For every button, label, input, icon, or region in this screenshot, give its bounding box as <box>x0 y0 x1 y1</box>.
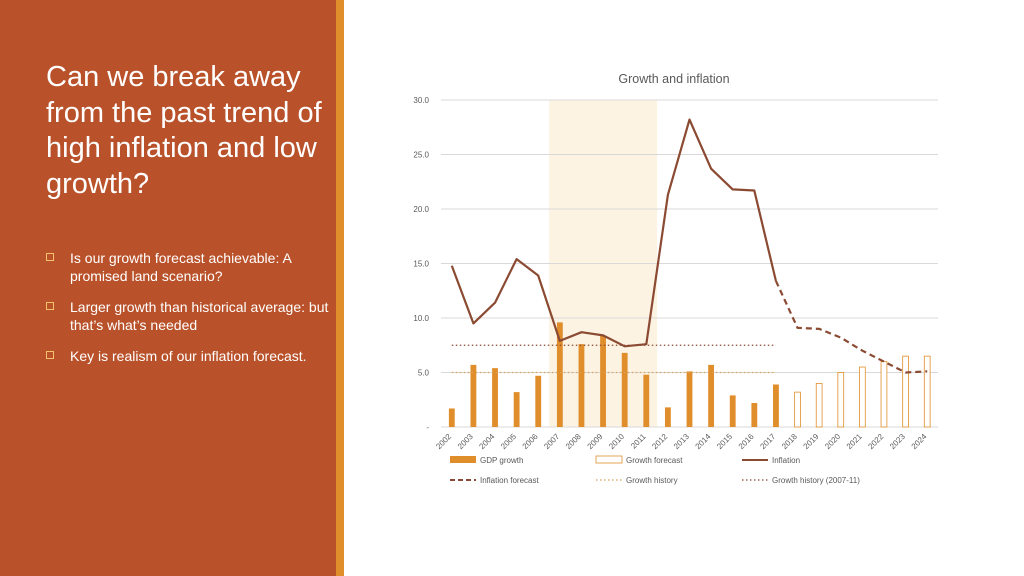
gdp-growth-bar <box>556 322 563 427</box>
y-tick-label: 15.0 <box>413 260 429 269</box>
growth-forecast-bar <box>837 372 845 428</box>
growth-forecast-bar <box>923 355 931 428</box>
legend-swatch-gdp-growth <box>450 456 476 463</box>
x-tick-label: 2020 <box>823 432 842 451</box>
x-tick-label: 2004 <box>477 432 496 451</box>
x-tick-label: 2012 <box>650 432 669 451</box>
y-tick-label: 5.0 <box>418 369 430 378</box>
growth-forecast-bar <box>880 361 888 428</box>
gdp-growth-bar <box>621 352 628 427</box>
y-tick-label: 20.0 <box>413 205 429 214</box>
y-tick-label: 25.0 <box>413 151 429 160</box>
x-tick-label: 2018 <box>780 432 799 451</box>
growth-forecast-bar <box>902 355 909 428</box>
gdp-growth-bar <box>751 403 758 427</box>
legend-label: Growth forecast <box>626 456 683 465</box>
gdp-growth-bar <box>492 368 498 427</box>
x-tick-label: 2009 <box>586 432 605 451</box>
gdp-growth-bar <box>535 375 542 427</box>
growth-forecast-bar <box>859 366 866 428</box>
x-tick-label: 2002 <box>434 432 453 451</box>
bullet-list: Is our growth forecast achievable: A pro… <box>46 250 336 380</box>
square-bullet-icon <box>46 253 54 261</box>
y-tick-label: 30.0 <box>413 96 429 105</box>
x-tick-label: 2019 <box>802 432 821 451</box>
bullet-text: Is our growth forecast achievable: A pro… <box>70 250 292 284</box>
bullet-item: Larger growth than historical average: b… <box>46 299 336 334</box>
gdp-growth-bar <box>686 371 693 427</box>
square-bullet-icon <box>46 302 54 310</box>
bullet-item: Is our growth forecast achievable: A pro… <box>46 250 336 285</box>
gdp-growth-bar <box>600 335 606 427</box>
x-tick-label: 2008 <box>564 432 583 451</box>
inflation-forecast-line <box>774 280 928 374</box>
gdp-growth-bar <box>708 364 715 427</box>
x-tick-label: 2003 <box>456 432 475 451</box>
inflation-line <box>450 118 777 348</box>
accent-bar <box>336 0 344 576</box>
legend-label: Inflation <box>772 456 800 465</box>
legend-label: Inflation forecast <box>480 476 539 485</box>
growth-forecast-bar <box>794 391 801 428</box>
gdp-growth-bar <box>664 407 671 427</box>
x-tick-label: 2006 <box>521 432 540 451</box>
bullet-text: Key is realism of our inflation forecast… <box>70 348 307 364</box>
legend-swatch-growth-forecast <box>595 455 623 464</box>
x-tick-label: 2022 <box>866 432 885 451</box>
legend-label: Growth history <box>626 476 678 485</box>
square-bullet-icon <box>46 351 54 359</box>
x-tick-label: 2010 <box>607 432 626 451</box>
page-title: Can we break away from the past trend of… <box>46 61 322 200</box>
x-tick-label: 2011 <box>629 432 648 451</box>
gdp-growth-bar <box>578 344 585 427</box>
x-tick-label: 2016 <box>737 432 756 451</box>
growth-inflation-chart: Growth and inflation - 5.0 10.0 15.0 20.0 25.… <box>413 72 938 485</box>
y-tick-label: 10.0 <box>413 314 429 323</box>
growth-forecast-bar <box>815 382 823 428</box>
chart-title: Growth and inflation <box>618 72 729 86</box>
x-tick-label: 2005 <box>499 432 518 451</box>
x-tick-label: 2015 <box>715 432 734 451</box>
title-panel <box>0 0 336 576</box>
y-tick-label: - <box>426 423 429 432</box>
x-tick-label: 2017 <box>758 432 777 451</box>
gdp-growth-bar <box>513 392 520 427</box>
x-tick-label: 2014 <box>694 432 713 451</box>
gdp-growth-bar <box>448 408 455 427</box>
x-tick-label: 2021 <box>845 432 864 451</box>
bullet-text: Larger growth than historical average: b… <box>70 299 329 333</box>
x-tick-label: 2023 <box>888 432 907 451</box>
x-tick-label: 2007 <box>542 432 561 451</box>
x-tick-label: 2024 <box>910 432 929 451</box>
bullet-item: Key is realism of our inflation forecast… <box>46 348 336 366</box>
gdp-growth-bar <box>470 364 477 427</box>
gdp-growth-bar <box>773 384 779 427</box>
gdp-growth-bar <box>643 374 650 427</box>
legend-label: Growth history (2007-11) <box>772 476 860 485</box>
legend-label: GDP growth <box>480 456 523 465</box>
gdp-growth-bar <box>729 395 736 427</box>
x-tick-label: 2013 <box>672 432 691 451</box>
